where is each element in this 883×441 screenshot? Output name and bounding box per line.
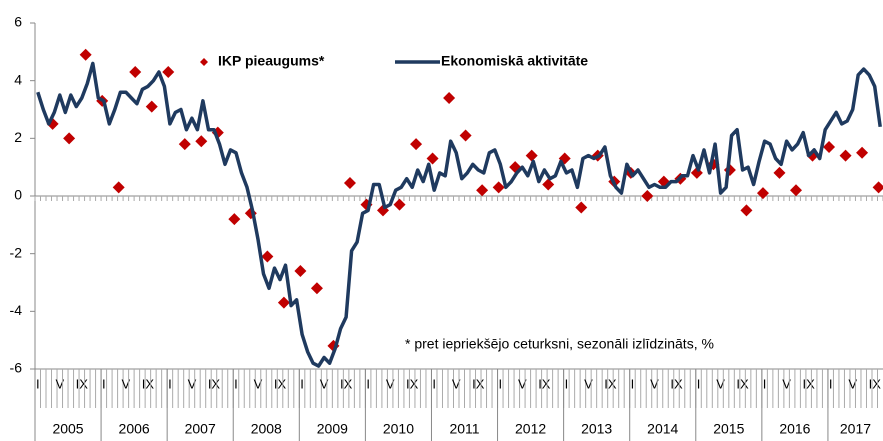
gdp-point [79,48,92,61]
year-label: 2017 [840,421,871,437]
activity-line [36,61,882,368]
x-tick-label: V [518,376,527,391]
gdp-point [492,181,505,194]
gdp-point [823,140,836,153]
gdp-point [789,184,802,197]
gdp-point [277,296,290,309]
year-label: 2012 [515,421,546,437]
gdp-point [575,201,588,214]
legend-marker [200,58,208,66]
x-tick-label: V [716,376,725,391]
x-tick-label: V [650,376,659,391]
y-tick-label: -6 [10,360,23,376]
gdp-point [129,66,142,79]
x-tick-label: I [565,376,569,391]
gdp-point [410,138,423,151]
gdp-point [856,146,869,159]
gdp-point [756,187,769,200]
gdp-point [393,198,406,211]
gdp-point [525,149,538,162]
x-tick-label: V [584,376,593,391]
x-tick-label: IX [736,376,749,391]
x-tick-label: I [102,376,106,391]
year-label: 2007 [185,421,216,437]
x-tick-label: IX [869,376,882,391]
x-tick-label: I [829,376,833,391]
x-tick-label: I [300,376,304,391]
x-tick-label: IX [406,376,419,391]
gdp-point [443,91,456,104]
x-tick-label: I [498,376,502,391]
gdp-point [542,178,555,191]
gdp-point [872,181,883,194]
gdp-point [641,190,654,202]
x-tick-label: IX [803,376,816,391]
x-tick-label: IX [208,376,221,391]
gdp-point [459,129,472,142]
year-label: 2006 [119,421,150,437]
y-tick-label: 2 [14,129,22,145]
x-tick-label: V [320,376,329,391]
year-label: 2011 [449,421,479,437]
gdp-point [294,264,307,277]
x-tick-label: I [432,376,436,391]
gdp-point [310,282,323,295]
gdp-point [244,207,257,220]
x-tick-label: V [55,376,64,391]
x-tick-label: V [188,376,197,391]
x-tick-label: I [168,376,172,391]
x-tick-label: I [697,376,701,391]
x-tick-label: IX [76,376,89,391]
gdp-point [343,177,356,190]
x-tick-label: IX [670,376,683,391]
gdp-point [773,166,786,179]
year-label: 2015 [713,421,744,437]
x-tick-label: V [386,376,395,391]
gdp-point [145,100,158,113]
year-label: 2013 [581,421,612,437]
gdp-point [195,135,208,148]
gdp-point [178,138,191,151]
x-tick-label: IX [472,376,485,391]
gdp-point [112,181,125,194]
x-tick-label: V [254,376,263,391]
x-tick-label: I [631,376,635,391]
gdp-point [476,184,489,197]
gdp-point [426,152,439,165]
y-tick-label: 4 [14,71,22,87]
x-tick-label: I [763,376,767,391]
x-tick-label: V [782,376,791,391]
x-tick-label: I [36,376,40,391]
year-label: 2014 [647,421,678,437]
x-tick-label: V [452,376,461,391]
legend-label: IKP pieaugums* [218,53,325,69]
x-tick-label: I [234,376,238,391]
gdp-point [740,204,753,217]
year-label: 2009 [317,421,348,437]
y-tick-label: -2 [10,244,23,260]
y-tick-label: -4 [10,302,23,318]
x-tick-label: I [366,376,370,391]
x-tick-label: IX [604,376,617,391]
gdp-point [162,66,175,79]
x-tick-label: V [122,376,131,391]
year-label: 2005 [52,421,83,437]
year-label: 2010 [383,421,414,437]
y-tick-label: 0 [14,187,22,203]
gdp-point [63,132,76,145]
x-tick-label: IX [274,376,287,391]
year-label: 2008 [251,421,282,437]
gdp-point [228,213,241,226]
x-tick-label: V [848,376,857,391]
x-tick-label: IX [538,376,551,391]
year-label: 2016 [779,421,810,437]
gdp-point [839,149,852,162]
x-tick-label: IX [340,376,353,391]
y-tick-label: 6 [14,14,22,30]
annotation: * pret iepriekšējo ceturksni, sezonāli i… [405,336,714,352]
legend-label: Ekonomiskā aktivitāte [441,53,588,69]
x-tick-label: IX [142,376,155,391]
gdp-point [261,250,274,263]
